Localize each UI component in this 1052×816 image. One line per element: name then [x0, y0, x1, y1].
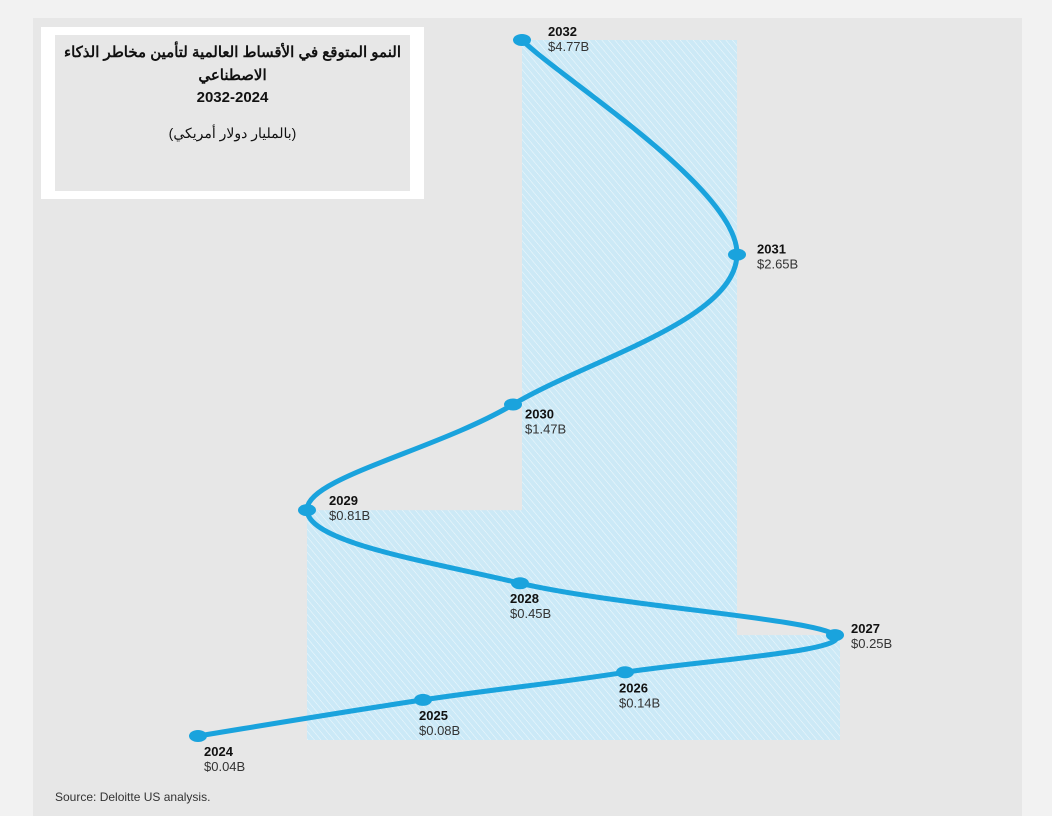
- value-label-2027: $0.25B: [851, 636, 892, 651]
- year-label-2028: 2028: [510, 591, 539, 606]
- marker-2028: [511, 577, 529, 590]
- value-label-2025: $0.08B: [419, 723, 460, 738]
- fill-band-3: [522, 40, 737, 740]
- value-label-2028: $0.45B: [510, 606, 551, 621]
- year-label-2024: 2024: [204, 744, 234, 759]
- source-note: Source: Deloitte US analysis.: [55, 790, 211, 804]
- data-labels: 2024$0.04B 2025$0.08B 2026$0.14B 2027$0.25B…: [204, 24, 892, 774]
- value-label-2031: $2.65B: [757, 257, 798, 272]
- title-box: النمو المتوقع في الأقساط العالمية لتأمين…: [41, 27, 424, 199]
- value-label-2026: $0.14B: [619, 695, 660, 710]
- marker-2030: [504, 398, 522, 411]
- marker-2032: [513, 34, 531, 46]
- year-label-2027: 2027: [851, 621, 880, 636]
- year-label-2026: 2026: [619, 680, 648, 695]
- year-label-2030: 2030: [525, 406, 554, 421]
- marker-2031: [728, 248, 746, 261]
- chart-title-line-2: الاصطناعي: [198, 67, 267, 84]
- marker-2029: [298, 504, 316, 517]
- title-inner: النمو المتوقع في الأقساط العالمية لتأمين…: [55, 35, 410, 191]
- value-label-2032: $4.77B: [548, 39, 589, 54]
- series-line: [195, 37, 840, 739]
- marker-2025: [414, 693, 432, 706]
- marker-2024: [189, 730, 207, 742]
- year-label-2032: 2032: [548, 24, 577, 39]
- year-label-2029: 2029: [329, 493, 358, 508]
- marker-2027: [826, 629, 844, 642]
- chart-unit: (بالمليار دولار أمريكي): [168, 125, 297, 141]
- year-label-2031: 2031: [757, 242, 786, 257]
- marker-2026: [616, 666, 634, 679]
- value-label-2029: $0.81B: [329, 508, 370, 523]
- chart-title-line-1: النمو المتوقع في الأقساط العالمية لتأمين…: [64, 44, 401, 61]
- chart-year-range: 2032-2024: [196, 89, 269, 106]
- value-label-2030: $1.47B: [525, 421, 566, 436]
- value-label-2024: $0.04B: [204, 759, 245, 774]
- data-markers: [189, 34, 844, 742]
- year-label-2025: 2025: [419, 708, 448, 723]
